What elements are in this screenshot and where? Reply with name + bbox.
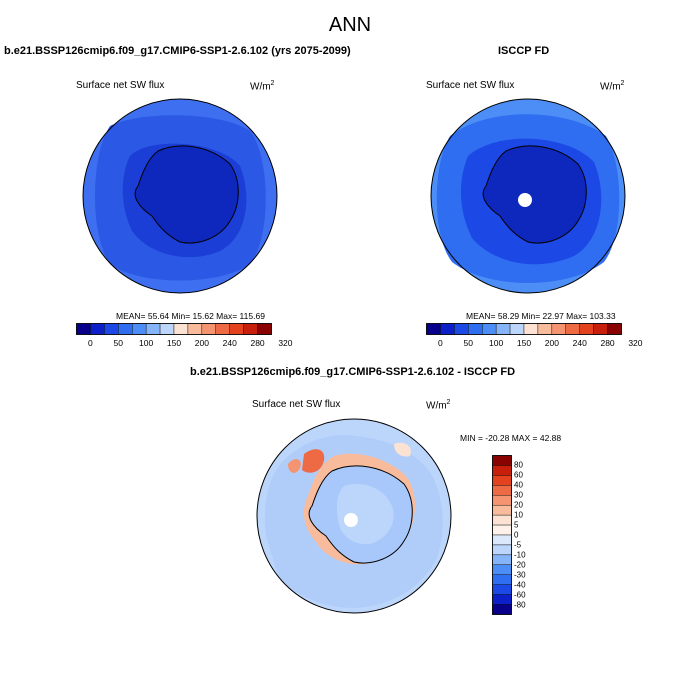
colorbar-swatch [482,323,497,335]
panel-2-polar-map [430,98,626,294]
colorbar-swatch [426,323,441,335]
colorbar-swatch [468,323,483,335]
colorbar-tick-label: 5 [514,520,519,530]
panel-3-units: W/m2 [426,399,451,412]
colorbar-tick-label: 280 [250,338,265,348]
colorbar-1-swatches [76,323,272,335]
panel-1-variable: Surface net SW flux [76,80,165,91]
colorbar-swatch [229,323,244,335]
colorbar-tick-label: 150 [516,338,532,348]
colorbar-tick-label: -80 [514,600,526,610]
colorbar-swatch [215,323,230,335]
colorbar-tick-label: 280 [600,338,615,348]
colorbar-tick-label: 320 [628,338,643,348]
colorbar-swatch [173,323,189,335]
colorbar-swatch [145,323,161,335]
colorbar-swatch [118,323,133,335]
colorbar-swatch [90,323,105,335]
colorbar-tick-label: 100 [489,338,504,348]
colorbar-swatch [607,323,622,335]
panel-2-stats: MEAN= 58.29 Min= 22.97 Max= 103.33 [466,311,616,321]
panel-3-title: b.e21.BSSP126cmip6.f09_g17.CMIP6-SSP1-2.… [190,366,516,378]
colorbar-swatch [243,323,258,335]
colorbar-swatch [454,323,469,335]
panel-1-stats: MEAN= 55.64 Min= 15.62 Max= 115.69 [116,311,265,321]
colorbar-swatch [579,323,594,335]
colorbar-swatch [495,323,511,335]
panel-1-units: W/m2 [250,80,275,93]
colorbar-swatch [159,323,175,335]
colorbar-tick-label: 50 [113,338,124,348]
colorbar-swatch [104,323,119,335]
colorbar-tick-label: 0 [438,338,443,348]
colorbar-tick-label: 320 [278,338,293,348]
colorbar-swatch [257,323,272,335]
colorbar-tick-label: 20 [514,500,523,510]
colorbar-swatch [593,323,608,335]
panel-2-units: W/m2 [600,80,625,93]
colorbar-2-swatches [426,323,622,335]
colorbar-tick-label: 100 [139,338,154,348]
colorbar-swatch [132,323,147,335]
colorbar-swatch [565,323,580,335]
colorbar-3 [492,455,512,615]
colorbar-tick-label: 30 [514,490,523,500]
colorbar-tick-label: 50 [463,338,474,348]
colorbar-swatch [537,323,553,335]
colorbar-tick-label: 0 [88,338,93,348]
colorbar-tick-label: -60 [514,590,526,600]
colorbar-tick-label: -40 [514,580,526,590]
panel-2-title: ISCCP FD [498,45,550,57]
colorbar-3-labels: 80 60 40 30 20 10 5 0 -5 -10 -20 -30 -40 -60 -80 [492,455,552,615]
colorbar-2 [426,323,622,335]
colorbar-2-labels: 0 50 100 150 200 240 280 320 [426,338,642,350]
colorbar-swatch [509,323,525,335]
colorbar-tick-label: -30 [514,570,526,580]
colorbar-tick-label: 150 [166,338,182,348]
colorbar-tick-label: 240 [222,338,237,348]
colorbar-tick-label: -10 [514,550,526,560]
panel-2-variable: Surface net SW flux [426,80,515,91]
page-title: ANN [328,14,372,36]
colorbar-swatch [551,323,566,335]
colorbar-1-labels: 0 50 100 150 200 240 280 320 [76,338,292,350]
colorbar-tick-label: 240 [572,338,587,348]
panel-3-stats: MIN = -20.28 MAX = 42.88 [460,433,562,443]
panel-1-polar-map [82,98,278,294]
colorbar-tick-label: 10 [514,510,523,520]
colorbar-swatch [201,323,216,335]
colorbar-tick-label: -5 [514,540,522,550]
colorbar-tick-label: 200 [544,338,559,348]
colorbar-swatch [76,323,91,335]
colorbar-tick-label: 200 [194,338,209,348]
colorbar-tick-label: 0 [514,530,519,540]
colorbar-1 [76,323,272,335]
panel-3-polar-map [256,418,452,614]
panel-1-title: b.e21.BSSP126cmip6.f09_g17.CMIP6-SSP1-2.… [4,45,351,57]
colorbar-swatch [187,323,203,335]
colorbar-tick-label: 40 [514,480,523,490]
panel-3-variable: Surface net SW flux [252,399,341,410]
colorbar-swatch [440,323,455,335]
colorbar-swatch [523,323,539,335]
colorbar-tick-label: 80 [514,460,523,470]
colorbar-tick-label: 60 [514,470,523,480]
colorbar-tick-label: -20 [514,560,526,570]
